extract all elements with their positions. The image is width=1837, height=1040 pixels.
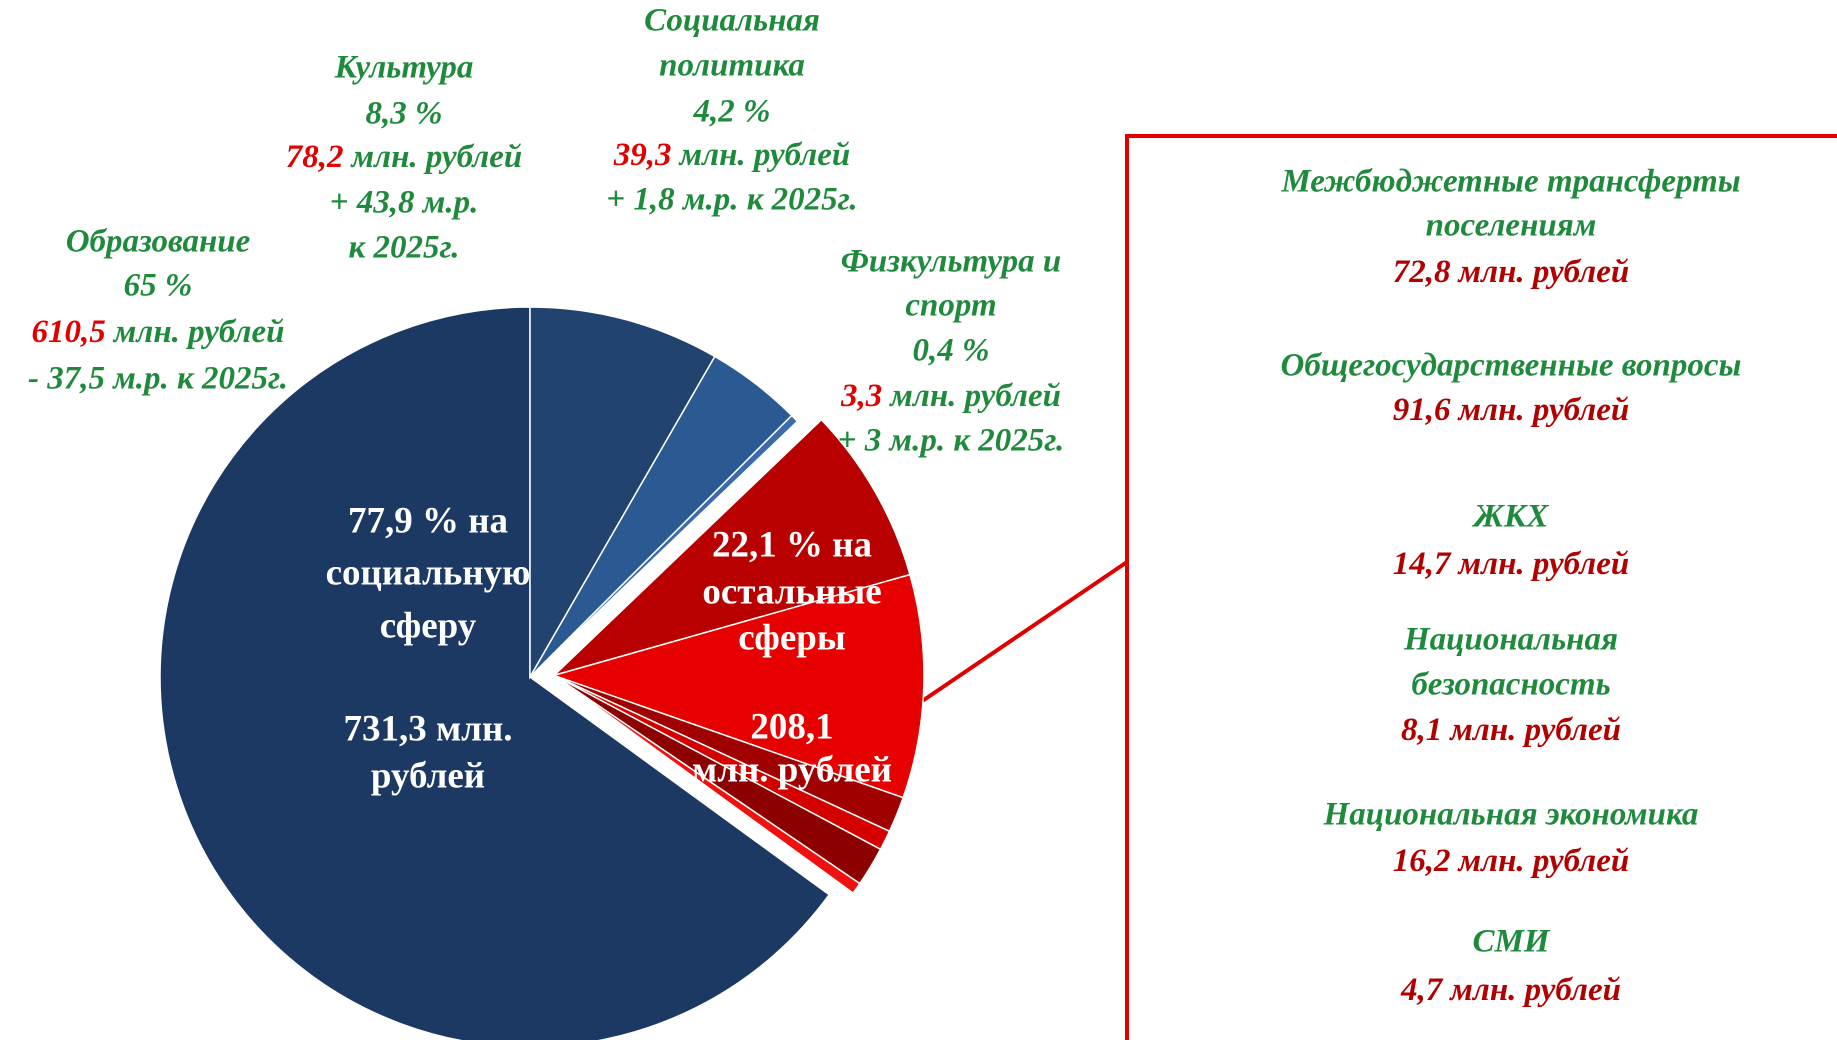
legend-amount: 91,6 млн. рублей (1393, 392, 1629, 428)
amount-line: 3,3 млн. рублей (840, 378, 1061, 414)
amount-unit: млн. рублей (1457, 843, 1630, 879)
amount-value: 72,8 (1393, 254, 1451, 290)
pie-slice (551, 573, 925, 799)
share-label: социальную (326, 552, 531, 593)
legend-amount: 14,7 млн. рублей (1393, 546, 1629, 582)
item-change: к 2025г. (349, 230, 460, 266)
share-label: сферу (380, 605, 477, 646)
amount-value: 8,1 (1401, 712, 1442, 748)
pie-slice (553, 418, 911, 677)
item-change: + 43,8 м.р. (330, 185, 479, 221)
amount-label: млн. рублей (692, 749, 892, 790)
amount-unit: млн. рублей (1457, 254, 1630, 290)
legend-name: ЖКХ (1472, 499, 1550, 535)
share-label: остальные (702, 571, 881, 612)
amount-label: 208,1 (750, 706, 833, 747)
amount-label: 731,3 млн. (343, 708, 512, 749)
item-name: политика (659, 48, 805, 84)
connector (910, 560, 1129, 710)
item-name: Физкультура и (841, 244, 1061, 280)
legend-amount: 8,1 млн. рублей (1401, 712, 1621, 748)
amount-value: 78,2 (286, 139, 344, 175)
legend-name: Национальная экономика (1323, 797, 1699, 833)
amount-value: 39,3 (613, 137, 672, 173)
item-change: - 37,5 м.р. к 2025г. (28, 361, 288, 397)
item-change: + 1,8 м.р. к 2025г. (606, 182, 857, 218)
legend-name: Общегосударственные вопросы (1281, 348, 1742, 384)
amount-unit: млн. рублей (350, 139, 523, 175)
amount-value: 16,2 (1393, 843, 1451, 879)
share-label: 22,1 % на (712, 524, 872, 565)
item-name: Образование (66, 224, 251, 260)
item-percent: 8,3 % (366, 96, 443, 132)
item-percent: 0,4 % (913, 333, 990, 369)
legend-name: Межбюджетные трансферты (1280, 164, 1740, 200)
amount-unit: млн. рублей (1448, 712, 1621, 748)
amount-unit: млн. рублей (1448, 972, 1621, 1008)
legend-name: поселениям (1426, 208, 1597, 244)
legend-name: Национальная (1403, 622, 1618, 658)
amount-unit: млн. рублей (1457, 546, 1630, 582)
item-percent: 4,2 % (693, 94, 771, 130)
amount-value: 4,7 (1400, 972, 1444, 1008)
amount-value: 610,5 (32, 314, 106, 350)
amount-unit: млн. рублей (888, 378, 1061, 414)
amount-value: 3,3 (840, 378, 882, 414)
share-label: 77,9 % на (348, 500, 508, 541)
legend-amount: 72,8 млн. рублей (1393, 254, 1629, 290)
legend-amount: 4,7 млн. рублей (1400, 972, 1621, 1008)
pie-slice (529, 414, 799, 678)
legend-box (1125, 134, 1837, 1040)
item-percent: 65 % (124, 268, 193, 304)
pie-slice (159, 306, 831, 1040)
legend-amount: 16,2 млн. рублей (1393, 843, 1629, 879)
pie-slice (553, 674, 861, 895)
pie-slice (529, 306, 716, 680)
item-change: + 3 м.р. к 2025г. (838, 423, 1065, 459)
amount-line: 78,2 млн. рублей (286, 139, 522, 175)
legend-name: СМИ (1472, 924, 1550, 960)
amount-line: 610,5 млн. рублей (32, 314, 285, 350)
item-name: спорт (905, 288, 996, 324)
item-name: Культура (334, 50, 474, 86)
share-label: сферы (738, 617, 845, 658)
amount-unit: млн. рублей (112, 314, 285, 350)
amount-value: 91,6 (1393, 392, 1451, 428)
amount-value: 14,7 (1393, 546, 1452, 582)
item-name: Социальная (644, 3, 820, 39)
amount-unit: млн. рублей (678, 137, 851, 173)
legend-name: безопасность (1411, 667, 1610, 703)
amount-unit: млн. рублей (1457, 392, 1630, 428)
amount-line: 39,3 млн. рублей (613, 137, 850, 173)
amount-label: рублей (371, 755, 485, 796)
